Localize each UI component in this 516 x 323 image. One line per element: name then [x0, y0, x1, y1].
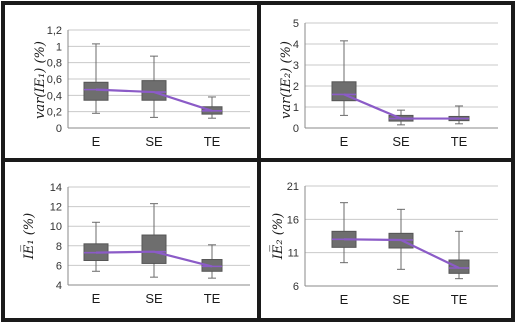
y-axis-title: IE̅₂ (%) — [270, 213, 286, 260]
category-label-e: E — [92, 134, 101, 149]
box-se — [141, 234, 167, 264]
y-tick-label: 0,2 — [47, 107, 62, 119]
category-label-se: SE — [145, 134, 163, 149]
panel-border — [1, 158, 261, 322]
median-trend-line — [95, 88, 213, 112]
y-tick-label: 4 — [293, 39, 299, 51]
y-tick-label: 1 — [293, 102, 299, 114]
chart-panel-4: 6 11 16 21 IE̅₂ (%) E SE TE — [257, 158, 515, 322]
panel-border — [257, 158, 515, 322]
median-trend-line — [95, 250, 213, 268]
category-label-te: TE — [451, 134, 468, 149]
y-tick-label: 0,8 — [47, 58, 62, 70]
y-tick-label: 16 — [287, 214, 299, 226]
category-label-se: SE — [392, 134, 410, 149]
y-tick-label: 5 — [293, 18, 299, 30]
y-axis-title: var(IE₁) (%) — [33, 41, 48, 119]
chart-panel-3: 4 6 8 10 12 14 IE̅₁ (%) E SE TE — [1, 158, 261, 322]
y-tick-label: 10 — [50, 221, 62, 233]
category-label-se: SE — [392, 292, 410, 307]
y-tick-label: 2 — [293, 81, 299, 93]
y-tick-label: 0 — [56, 123, 62, 135]
y-tick-label: 1 — [56, 41, 62, 53]
category-label-e: E — [340, 292, 349, 307]
y-axis-title: IE̅₁ (%) — [21, 213, 37, 260]
box-e — [83, 81, 109, 101]
y-tick-label: 8 — [56, 241, 62, 253]
category-label-se: SE — [145, 291, 163, 306]
category-label-e: E — [340, 134, 349, 149]
chart-panel-1: 0 0,2 0,4 0,6 0,8 1 1,2 var(IE₁) (%) E SE TE — [1, 1, 261, 162]
y-tick-label: 0,6 — [47, 74, 62, 86]
chart-panel-2: 0 1 2 3 4 5 var(IE₂) (%) E SE TE — [257, 1, 515, 162]
y-tick-label: 6 — [56, 260, 62, 272]
y-tick-label: 6 — [293, 281, 299, 293]
box-te — [448, 259, 470, 274]
y-tick-label: 21 — [287, 181, 299, 193]
category-label-te: TE — [204, 291, 221, 306]
y-tick-label: 1,2 — [47, 25, 62, 37]
y-tick-label: 12 — [50, 202, 62, 214]
y-tick-label: 11 — [288, 248, 299, 260]
box-se — [141, 80, 167, 101]
category-label-e: E — [92, 291, 101, 306]
y-tick-label: 3 — [293, 60, 299, 72]
median-trend-line — [343, 93, 459, 120]
y-tick-label: 4 — [56, 280, 62, 292]
category-label-te: TE — [451, 292, 468, 307]
y-tick-label: 0,4 — [47, 90, 62, 102]
category-label-te: TE — [204, 134, 221, 149]
y-tick-label: 0 — [293, 123, 299, 135]
y-axis-title: var(IE₂) (%) — [279, 41, 294, 119]
median-trend-line — [343, 238, 460, 269]
y-tick-label: 14 — [50, 182, 62, 194]
